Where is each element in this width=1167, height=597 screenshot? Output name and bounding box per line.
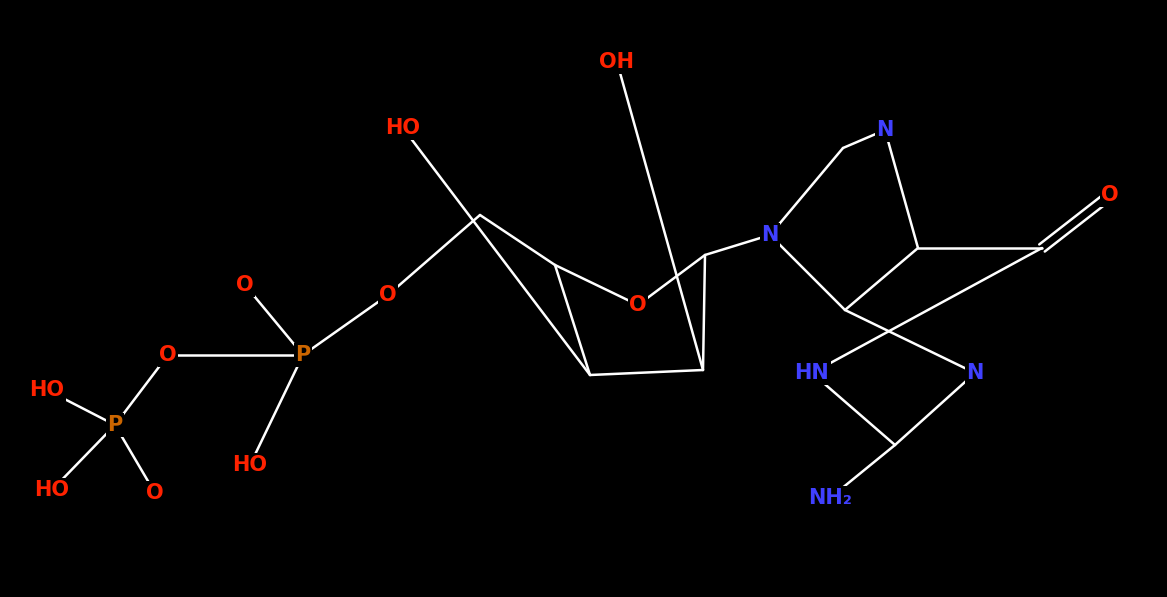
Text: P: P (107, 415, 123, 435)
Text: N: N (876, 120, 894, 140)
Text: HO: HO (29, 380, 64, 400)
Text: HO: HO (232, 455, 267, 475)
Text: HO: HO (35, 480, 70, 500)
Text: P: P (295, 345, 310, 365)
Text: HN: HN (795, 363, 830, 383)
Text: HO: HO (385, 118, 420, 138)
Text: O: O (629, 295, 647, 315)
Text: O: O (146, 483, 163, 503)
Text: NH₂: NH₂ (808, 488, 852, 508)
Text: O: O (236, 275, 253, 295)
Text: O: O (379, 285, 397, 305)
Text: O: O (159, 345, 177, 365)
Text: O: O (1102, 185, 1119, 205)
Text: N: N (966, 363, 984, 383)
Text: OH: OH (600, 52, 635, 72)
Text: N: N (761, 225, 778, 245)
